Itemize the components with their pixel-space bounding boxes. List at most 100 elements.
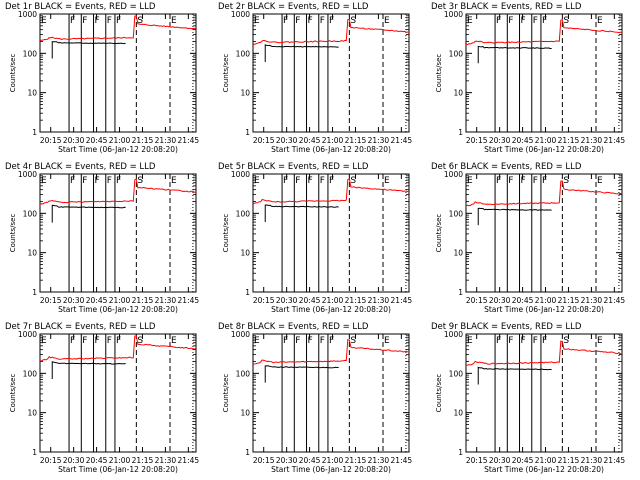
- x-tick-label: 21:00: [322, 456, 344, 465]
- x-tick-label: 20:30: [489, 136, 511, 145]
- y-tick-label: 100: [236, 209, 251, 218]
- x-tick-label: 20:45: [512, 456, 534, 465]
- x-tick-label: 20:45: [512, 296, 534, 305]
- x-tick-label: 21:15: [132, 456, 154, 465]
- panel-title: Det 1r BLACK = Events, RED = LLD: [5, 2, 156, 12]
- x-tick-label: 21:30: [155, 136, 177, 145]
- x-tick-label: 21:30: [581, 296, 603, 305]
- marker-letter-F: F: [508, 176, 513, 186]
- panel-title: Det 9r BLACK = Events, RED = LLD: [431, 322, 582, 332]
- x-axis-label: Start Time (06-Jan-12 20:08:20): [58, 465, 178, 474]
- y-axis-label: Counts/sec: [222, 374, 230, 413]
- marker-letter-E: E: [254, 336, 260, 346]
- x-tick-label: 20:15: [466, 456, 488, 465]
- events-series-line: [477, 366, 552, 385]
- x-tick-label: 20:45: [86, 136, 108, 145]
- marker-letter-F: F: [107, 16, 112, 26]
- marker-letter-F: F: [521, 16, 526, 26]
- x-tick-label: 20:45: [86, 296, 108, 305]
- x-tick-label: 20:30: [276, 296, 298, 305]
- x-tick-label: 21:15: [345, 136, 367, 145]
- plot-frame: [252, 333, 410, 453]
- x-tick-label: 20:15: [253, 136, 275, 145]
- marker-letter-F: F: [95, 336, 100, 346]
- marker-letter-E: E: [384, 336, 390, 346]
- events-series-line: [477, 207, 552, 226]
- plot-frame: [465, 333, 623, 453]
- events-series-line: [477, 45, 552, 64]
- y-tick-label: 1: [245, 128, 250, 137]
- marker-letter-E: E: [41, 336, 47, 346]
- y-tick-label: 1: [32, 288, 37, 297]
- x-tick-label: 20:15: [466, 296, 488, 305]
- x-axis-label: Start Time (06-Jan-12 20:08:20): [271, 145, 391, 154]
- detector-panel-2: Det 2r BLACK = Events, RED = LLD 1 10 100 10…: [218, 2, 412, 154]
- detector-panel-5: Det 5r BLACK = Events, RED = LLD 1 10 100 10…: [218, 162, 412, 314]
- y-axis-label: Counts/sec: [222, 54, 230, 93]
- marker-letter-S: S: [137, 176, 143, 186]
- marker-letter-F: F: [95, 16, 100, 26]
- marker-letter-F: F: [542, 176, 547, 186]
- marker-letter-F: F: [107, 336, 112, 346]
- y-tick-label: 100: [23, 369, 38, 378]
- panel-title: Det 6r BLACK = Events, RED = LLD: [431, 162, 582, 172]
- marker-letter-F: F: [533, 16, 538, 26]
- panel-title: Det 2r BLACK = Events, RED = LLD: [218, 2, 369, 12]
- y-tick-label: 1000: [444, 170, 463, 179]
- marker-letter-F: F: [542, 16, 547, 26]
- y-tick-label: 10: [240, 89, 250, 98]
- x-tick-label: 21:45: [391, 296, 413, 305]
- marker-letter-E: E: [384, 176, 390, 186]
- y-axis-label: Counts/sec: [9, 214, 17, 253]
- panel-title: Det 3r BLACK = Events, RED = LLD: [431, 2, 582, 12]
- marker-letter-E: E: [467, 16, 473, 26]
- y-tick-label: 1000: [231, 10, 250, 19]
- marker-letter-F: F: [320, 176, 325, 186]
- marker-letter-F: F: [283, 16, 288, 26]
- marker-letter-F: F: [308, 336, 313, 346]
- lld-series-line: [252, 18, 410, 46]
- plot-frame: [252, 13, 410, 133]
- x-tick-label: 20:30: [63, 136, 85, 145]
- x-tick-label: 21:45: [178, 296, 200, 305]
- lld-series-line: [252, 338, 410, 365]
- x-tick-label: 21:45: [178, 136, 200, 145]
- y-tick-label: 10: [27, 89, 37, 98]
- x-tick-label: 21:45: [178, 456, 200, 465]
- marker-letter-F: F: [116, 176, 121, 186]
- x-tick-label: 20:30: [276, 136, 298, 145]
- y-tick-label: 1000: [444, 10, 463, 19]
- y-tick-label: 1: [32, 128, 37, 137]
- detector-panel-9: Det 9r BLACK = Events, RED = LLD 1 10 100 10…: [431, 322, 625, 474]
- x-tick-label: 21:00: [535, 456, 557, 465]
- x-tick-label: 20:15: [40, 136, 62, 145]
- marker-letter-E: E: [254, 176, 260, 186]
- y-axis-label: Counts/sec: [9, 374, 17, 413]
- marker-letter-F: F: [295, 176, 300, 186]
- x-tick-label: 21:30: [581, 456, 603, 465]
- x-tick-label: 20:15: [40, 456, 62, 465]
- x-tick-label: 21:30: [368, 456, 390, 465]
- x-tick-label: 21:45: [391, 136, 413, 145]
- x-tick-label: 21:45: [391, 456, 413, 465]
- marker-letter-E: E: [467, 336, 473, 346]
- lld-series-line: [252, 177, 410, 205]
- x-axis-label: Start Time (06-Jan-12 20:08:20): [484, 305, 604, 314]
- events-series-line: [264, 365, 339, 383]
- y-tick-label: 1000: [231, 330, 250, 339]
- y-tick-label: 10: [27, 249, 37, 258]
- marker-letter-S: S: [563, 16, 569, 26]
- y-tick-label: 10: [453, 249, 463, 258]
- x-tick-label: 21:15: [345, 456, 367, 465]
- marker-letter-E: E: [41, 16, 47, 26]
- x-tick-label: 21:30: [155, 296, 177, 305]
- x-tick-label: 21:15: [345, 296, 367, 305]
- y-tick-label: 100: [23, 49, 38, 58]
- marker-letter-F: F: [82, 176, 87, 186]
- y-tick-label: 1: [245, 448, 250, 457]
- x-tick-label: 20:30: [276, 456, 298, 465]
- marker-letter-S: S: [563, 176, 569, 186]
- x-tick-label: 20:45: [299, 296, 321, 305]
- marker-letter-E: E: [254, 16, 260, 26]
